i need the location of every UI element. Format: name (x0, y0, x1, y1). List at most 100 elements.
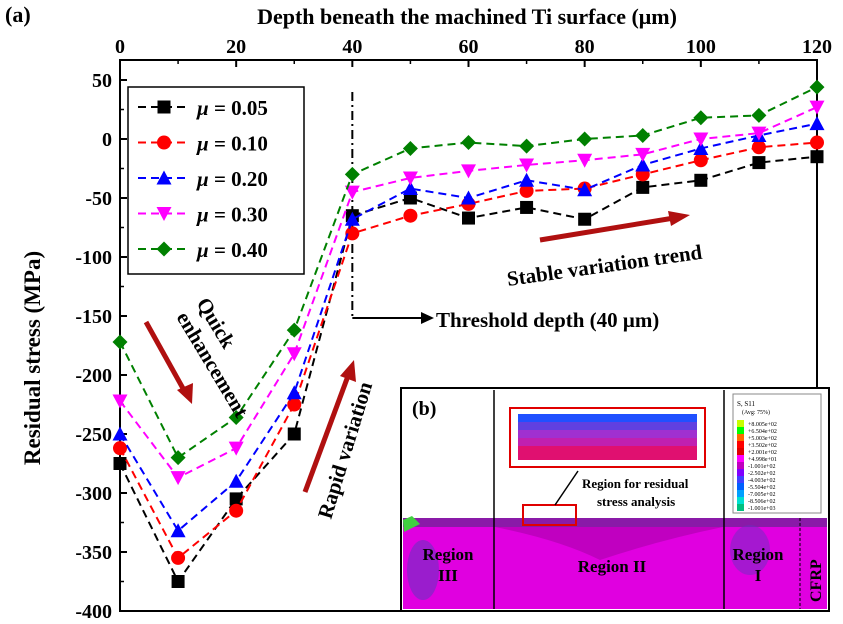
contour-legend-title: S, S11 (737, 400, 756, 408)
data-point (402, 171, 418, 186)
y-tick-label: -100 (75, 247, 112, 269)
contour-value: -5.504e+02 (748, 485, 776, 491)
threshold-arrow-head (421, 312, 434, 324)
contour-swatch (737, 483, 744, 490)
series-1 (113, 150, 824, 588)
data-point (635, 157, 651, 172)
region-text-2: stress analysis (597, 494, 675, 509)
data-point (809, 100, 825, 115)
data-point (693, 110, 709, 126)
legend-label: μ = 0.20 (196, 167, 268, 191)
contour-value: -2.502e+02 (748, 471, 776, 477)
quick-enhancement-annotation: Quick enhancement (143, 293, 254, 422)
legend-marker (156, 207, 172, 221)
region-2-label: Region II (578, 557, 647, 576)
quick-arrow (143, 320, 188, 394)
data-point (519, 183, 534, 198)
data-point (229, 492, 243, 506)
data-point (286, 385, 302, 400)
threshold-label: Threshold depth (40 μm) (436, 308, 659, 332)
data-point (809, 116, 825, 131)
legend-label: μ = 0.40 (196, 238, 268, 262)
data-point (344, 211, 360, 226)
zoom-band-5 (518, 446, 697, 460)
data-point (578, 212, 592, 226)
inset-surface-layer (403, 518, 827, 527)
contour-value: -8.506e+02 (748, 499, 776, 505)
zoom-band-2 (518, 422, 697, 430)
data-point (810, 150, 824, 164)
x-tick-label: 100 (686, 36, 716, 58)
data-point (694, 173, 708, 187)
region-1-label: Region (733, 545, 785, 564)
contour-swatch (737, 497, 744, 504)
x-axis-title: Depth beneath the machined Ti surface (μ… (257, 4, 677, 29)
contour-swatch (737, 504, 744, 511)
data-point (112, 334, 128, 350)
legend-label: μ = 0.10 (196, 132, 268, 156)
series-layer (112, 79, 825, 588)
contour-value: -4.003e+02 (748, 478, 776, 484)
series-3 (112, 116, 825, 538)
inset-corner-zone (403, 516, 420, 532)
stable-arrow-head (668, 211, 690, 226)
data-point (461, 135, 476, 151)
inset-stress-zone (495, 527, 723, 560)
legend-box (127, 86, 305, 275)
contour-swatch (737, 448, 744, 455)
contour-swatch (737, 462, 744, 469)
data-point (286, 347, 302, 362)
data-point (693, 140, 709, 155)
data-point (286, 322, 302, 338)
data-point (171, 575, 185, 588)
data-point (344, 166, 360, 182)
data-point (751, 140, 766, 155)
zoom-band-3 (518, 430, 697, 438)
data-point (402, 181, 418, 196)
data-point (519, 172, 535, 187)
region-3-numeral: III (438, 566, 458, 585)
y-tick-label: -350 (75, 542, 112, 564)
contour-value: -1.001e+02 (748, 464, 776, 470)
data-point (577, 153, 593, 168)
contour-value: +6.504e+02 (748, 429, 777, 435)
data-point (462, 211, 475, 225)
y-axis-ticks: 50 0 -50 -100 -150 -200 -250 -300 -350 -400 (75, 70, 127, 623)
data-point (287, 427, 301, 441)
contour-swatch (737, 427, 744, 434)
series-2 (113, 135, 824, 565)
zoom-band-4 (518, 438, 697, 446)
y-tick-label: -250 (75, 424, 112, 446)
data-point (403, 208, 418, 223)
contour-value: +8.005e+02 (748, 422, 777, 428)
x-tick-label: 0 (115, 36, 125, 58)
x-tick-label: 40 (342, 36, 362, 58)
y-tick-label: -400 (75, 601, 112, 623)
data-point (402, 140, 418, 156)
data-point (635, 147, 651, 162)
contour-value: +5.003e+02 (748, 436, 777, 442)
contour-swatch (737, 476, 744, 483)
data-point (229, 503, 244, 518)
data-point (809, 79, 825, 95)
rapid-arrow-head (340, 360, 356, 382)
panel-label: (a) (5, 2, 31, 27)
legend: μ = 0.05 μ = 0.10 μ = 0.20 μ = 0.30 μ = 0.40 (127, 86, 305, 275)
quick-arrow-head (177, 383, 193, 404)
x-tick-label: 80 (575, 36, 595, 58)
contour-legend (732, 393, 822, 514)
data-point (751, 126, 767, 141)
data-point (170, 523, 186, 538)
data-point (635, 127, 651, 143)
contour-swatch (737, 455, 744, 462)
fe-inset: (b) Region for residual stress analysis … (400, 387, 830, 612)
contour-value: -1.001e+03 (748, 506, 776, 512)
data-point (461, 164, 476, 179)
series-4 (112, 100, 825, 486)
data-point (751, 107, 767, 123)
data-point (519, 138, 535, 154)
contour-swatch (737, 469, 744, 476)
contour-value: +2.001e+02 (748, 450, 777, 456)
data-point (577, 131, 593, 147)
stable-arrow (539, 215, 675, 243)
